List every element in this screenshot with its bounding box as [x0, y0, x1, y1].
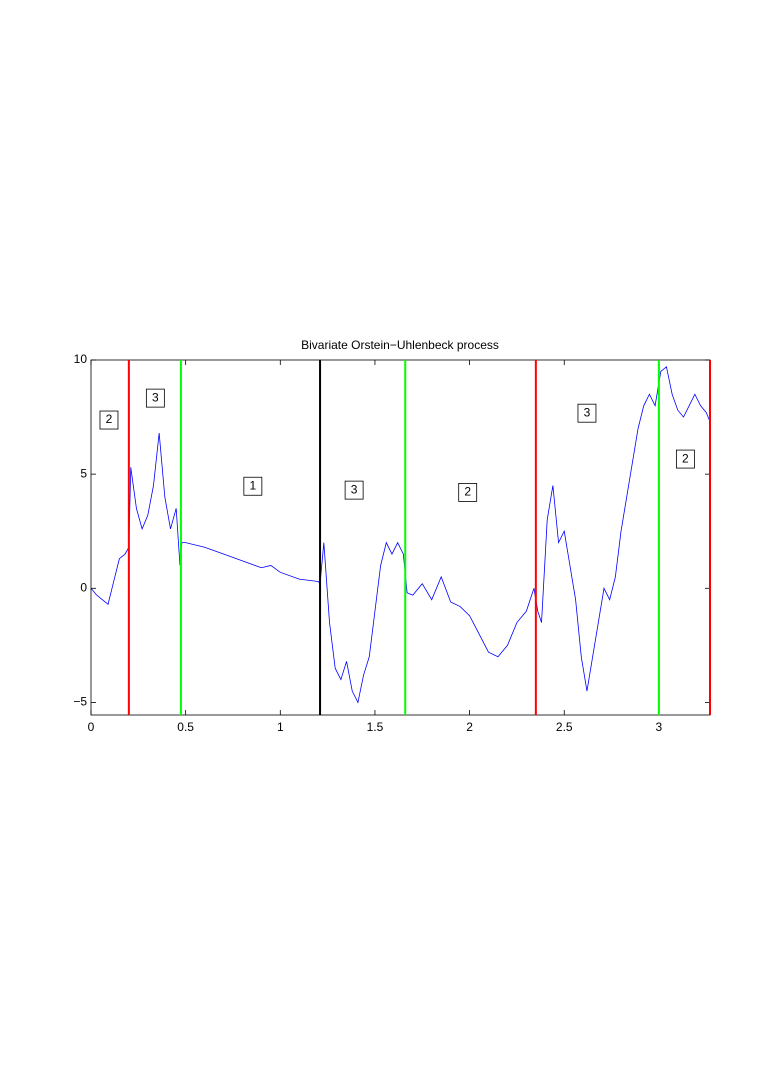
annotation-box [577, 403, 597, 423]
x-tick-label: 3 [656, 720, 663, 734]
annotation-box [458, 483, 478, 502]
annotation: 2 [106, 412, 113, 426]
x-tick-label: 0 [88, 720, 95, 734]
x-tick-label: 1.5 [367, 720, 384, 734]
data-line [90, 366, 711, 704]
x-tick-label: 2.5 [556, 720, 573, 734]
annotation: 3 [584, 405, 591, 419]
annotation: 3 [351, 482, 358, 496]
y-tick-label: −5 [73, 695, 87, 709]
x-tick-label: 2 [466, 720, 473, 734]
annotation-box [344, 480, 364, 500]
x-tick-label: 0.5 [177, 720, 194, 734]
annotation: 2 [682, 451, 689, 465]
annotation: 2 [464, 485, 471, 499]
annotation-box [145, 388, 165, 408]
annotation-box [99, 410, 119, 430]
y-tick-label: 0 [80, 580, 87, 594]
y-tick-label: 10 [74, 352, 88, 366]
y-tick-label: 5 [80, 466, 87, 480]
plot-area [90, 359, 711, 716]
annotation-box [675, 449, 695, 469]
annotation: 1 [250, 478, 257, 492]
x-tick-label: 1 [277, 720, 284, 734]
annotation-box [243, 476, 263, 496]
annotation: 3 [152, 390, 159, 404]
chart-title: Bivariate Orstein−Uhlenbeck process [301, 338, 499, 352]
